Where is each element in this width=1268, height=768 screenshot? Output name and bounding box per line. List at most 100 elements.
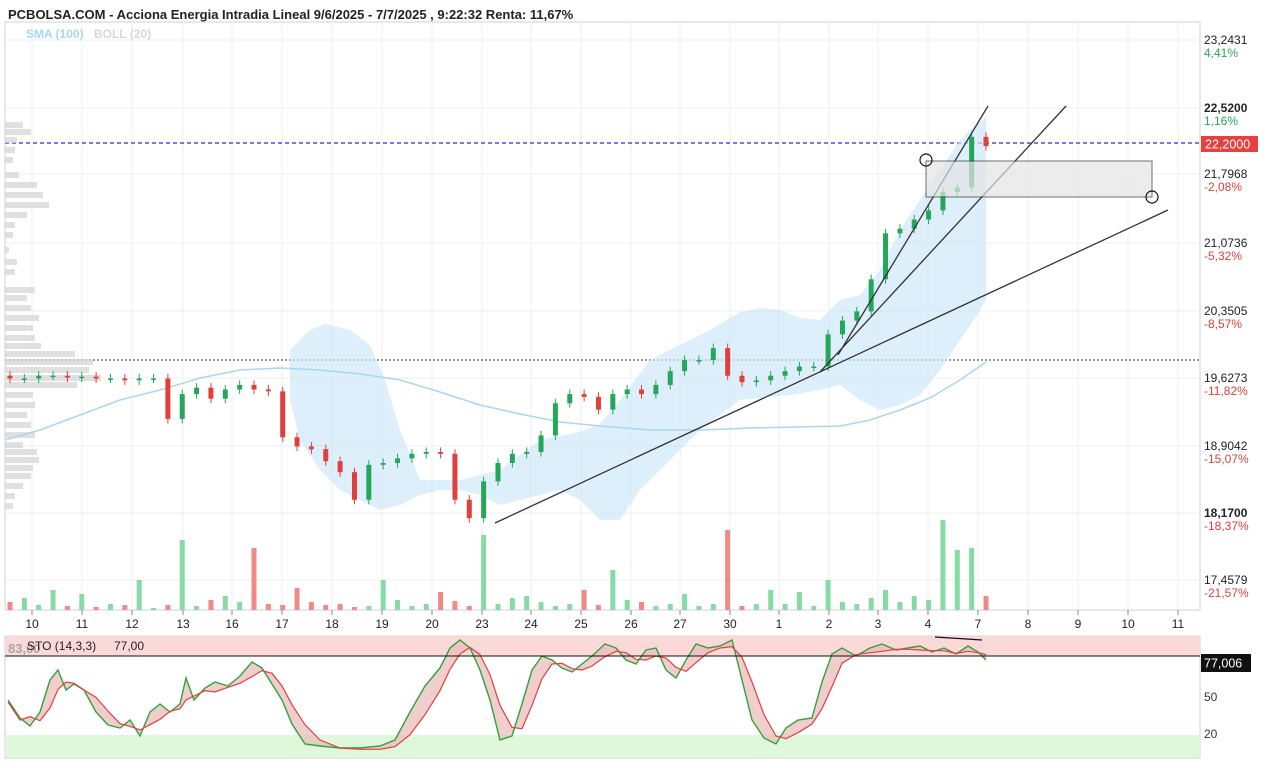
volume-profile-bar (5, 247, 9, 253)
volume-profile-bar (5, 392, 33, 398)
y-tick-price: 22,5200 (1204, 101, 1248, 115)
x-tick-label: 17 (275, 617, 289, 631)
stoch-title: STO (14,3,3) (27, 639, 96, 653)
volume-bar (796, 592, 802, 610)
candle-body (351, 472, 357, 500)
candle-body (682, 360, 688, 372)
bollinger-band-area (290, 118, 986, 520)
candle-body (552, 403, 558, 436)
candle-body (768, 375, 774, 381)
candle-body (151, 378, 157, 380)
volume-bar (366, 606, 372, 610)
volume-bar (265, 604, 271, 610)
volume-bar (768, 590, 774, 610)
volume-bar (524, 596, 530, 610)
volume-profile-bar (5, 259, 17, 265)
volume-bar (624, 600, 630, 610)
y-tick-price: 21,7968 (1204, 167, 1248, 181)
candle-body (839, 320, 845, 335)
candle-body (21, 378, 27, 380)
x-tick-label: 24 (524, 617, 538, 631)
volume-bar (653, 606, 659, 610)
volume-profile-bar (5, 412, 27, 418)
volume-profile-bar (5, 129, 31, 135)
x-tick-label: 4 (925, 617, 932, 631)
x-tick-label: 19 (375, 617, 389, 631)
y-tick-price: 18,1700 (1204, 506, 1248, 520)
volume-bar (839, 602, 845, 610)
x-tick-label: 27 (673, 617, 687, 631)
volume-bar (782, 604, 788, 610)
y-tick-percent: -2,08% (1204, 180, 1242, 194)
candle-body (739, 375, 745, 383)
volume-bar (868, 598, 874, 610)
stoch-current-badge (1201, 654, 1251, 672)
sma-legend[interactable]: SMA (100) (26, 27, 84, 41)
volume-bar (337, 604, 343, 610)
x-tick-label: 2 (826, 617, 833, 631)
volume-bar (667, 604, 673, 610)
volume-bar (725, 530, 731, 610)
volume-profile-bar (5, 442, 23, 448)
volume-bar (595, 605, 601, 610)
volume-profile-bar (5, 493, 15, 499)
volume-bar (7, 602, 13, 610)
stoch-fill (8, 640, 986, 750)
candle-body (811, 366, 817, 369)
candle-body (179, 394, 185, 419)
volume-bar (294, 588, 300, 610)
stoch-d-line (7, 646, 987, 750)
stoch-oversold-zone (5, 735, 1200, 757)
candle-body (481, 481, 487, 519)
volume-bar (954, 550, 960, 610)
y-tick-percent: -5,32% (1204, 249, 1242, 263)
candle-body (796, 366, 802, 372)
volume-bar (682, 594, 688, 610)
candle-body (653, 384, 659, 395)
boll-legend[interactable]: BOLL (20) (94, 27, 151, 41)
x-tick-label: 8 (1025, 617, 1032, 631)
volume-bar (897, 602, 903, 610)
volume-bar (969, 548, 975, 610)
price-panel-frame (4, 21, 1201, 611)
candle-body (883, 233, 889, 280)
volume-profile-bar (5, 457, 39, 463)
volume-bar (194, 606, 200, 610)
volume-bar (351, 607, 357, 610)
volume-bar (926, 600, 932, 610)
volume-profile-bar (5, 147, 15, 153)
candle-body (323, 449, 329, 462)
candle-body (782, 371, 788, 376)
candle-body (524, 451, 530, 454)
candle-body (624, 389, 630, 395)
x-tick-label: 20 (425, 617, 439, 631)
volume-bar (983, 596, 989, 610)
volume-bar (753, 604, 759, 610)
stoch-level-20: 20 (1204, 727, 1218, 741)
volume-profile-bar (5, 359, 93, 365)
y-tick-price: 23,2431 (1204, 33, 1248, 47)
candle-body (926, 210, 932, 220)
last-price-label: 22,2000 (1205, 138, 1250, 152)
candle-body (667, 371, 673, 385)
volume-profile-bar (5, 295, 27, 301)
candle-body (366, 464, 372, 500)
trend-lines (494, 105, 1169, 524)
stoch-level-50: 50 (1204, 690, 1218, 704)
candle-body (710, 348, 716, 361)
y-tick-percent: 1,16% (1204, 114, 1238, 128)
volume-bar (165, 605, 171, 610)
x-tick-label: 26 (624, 617, 638, 631)
volume-bar (107, 604, 113, 610)
x-tick-label: 12 (125, 617, 139, 631)
candle-body (237, 384, 243, 390)
volume-profile-bar (5, 172, 19, 178)
volume-bar (308, 602, 314, 610)
volume-bar (222, 596, 228, 610)
candle-body (122, 378, 128, 381)
volume-profile-bar (5, 402, 35, 408)
candle-body (294, 437, 300, 447)
candle-body (194, 387, 200, 395)
